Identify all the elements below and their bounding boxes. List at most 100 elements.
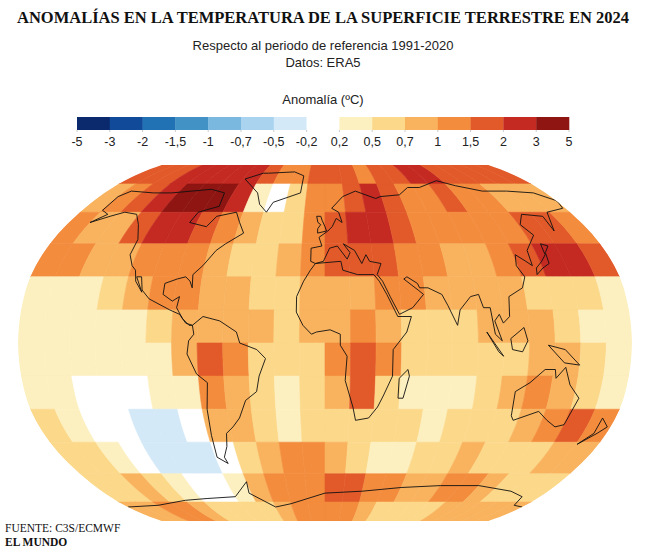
anomaly-cell [305, 474, 325, 502]
colorbar-tick [569, 130, 570, 132]
anomaly-cell [249, 277, 276, 310]
colorbar-bin [241, 117, 274, 130]
anomaly-cell [302, 212, 325, 244]
coastline [548, 345, 579, 365]
anomaly-cell [325, 277, 350, 310]
anomaly-cell [376, 310, 402, 343]
anomaly-cell [528, 310, 556, 343]
colorbar-tick-label: -2 [137, 135, 148, 149]
colorbar-tick [273, 130, 274, 132]
anomaly-cell [502, 310, 529, 343]
anomaly-cell [553, 310, 581, 343]
colorbar-tick-label: -3 [104, 135, 115, 149]
colorbar-bin [77, 117, 110, 130]
anomaly-cell [299, 343, 325, 376]
colorbar-tick-label: -1 [203, 135, 214, 149]
colorbar-tick [142, 130, 143, 132]
anomaly-cell [595, 376, 629, 409]
anomaly-cell [251, 244, 279, 277]
anomaly-cell [475, 502, 532, 521]
anomaly-cell [325, 310, 351, 343]
anomaly-cell [284, 474, 308, 502]
subtitle: Datos: ERA5 [285, 55, 360, 70]
anomaly-cell [198, 277, 226, 310]
coastline [128, 482, 522, 507]
publisher: EL MUNDO [5, 536, 67, 548]
colorbar-tick-label: 0,5 [364, 135, 381, 149]
colorbar-tick [405, 130, 406, 132]
coastline [311, 181, 563, 341]
coastline [398, 370, 409, 399]
colorbar-tick [109, 130, 110, 132]
anomaly-cell [198, 376, 226, 409]
anomaly-cell [502, 343, 529, 376]
title: ANOMALÍAS EN LA TEMPERATURA DE LA SUPERF… [17, 8, 629, 27]
colorbar-bin [143, 117, 176, 130]
anomaly-cell [577, 244, 620, 277]
anomaly-cell [18, 310, 46, 343]
colorbar-bin [372, 117, 405, 130]
anomaly-cell [514, 184, 570, 212]
coastlines [90, 172, 607, 507]
anomaly-cell [172, 310, 199, 343]
coastline [90, 189, 244, 325]
anomaly-cell [401, 310, 427, 343]
anomaly-cell [300, 244, 325, 277]
colorbar-tick-label: 1,5 [462, 135, 479, 149]
anomaly-cell [452, 310, 479, 343]
anomaly-cell [197, 343, 224, 376]
anomaly-cell [325, 212, 348, 244]
colorbar: -5-3-2-1,5-1-0,7-0,5-0,20,20,50,711,5235 [71, 117, 572, 149]
colorbar-bin [438, 117, 471, 130]
coastline [511, 367, 579, 427]
anomaly-cell [325, 442, 348, 474]
anomaly-cell [69, 343, 97, 376]
colorbar-bin [110, 117, 143, 130]
colorbar-bin [175, 117, 208, 130]
colorbar-tick [306, 130, 307, 132]
colorbar-tick-label: -1,5 [165, 135, 187, 149]
anomaly-cell [325, 376, 350, 409]
colorbar-tick-label: -0,5 [263, 135, 285, 149]
anomaly-cell [448, 376, 477, 409]
anomaly-cell [95, 310, 123, 343]
colorbar-tick-label: -0,7 [230, 135, 252, 149]
colorbar-bin [274, 117, 307, 130]
anomaly-cell [302, 442, 325, 474]
colorbar-bin [471, 117, 504, 130]
background [0, 0, 646, 553]
colorbar-tick [372, 130, 373, 132]
anomaly-cell [274, 343, 300, 376]
anomaly-cell [514, 474, 570, 502]
anomaly-cell [279, 442, 304, 474]
colorbar-label: Anomalía (ºC) [282, 92, 363, 107]
anomaly-cell [299, 310, 325, 343]
anomaly-cell [452, 343, 479, 376]
colorbar-tick [536, 130, 537, 132]
anomaly-cell [197, 310, 224, 343]
anomaly-cell [305, 184, 325, 212]
anomaly-cell [325, 244, 350, 277]
anomaly-cell [279, 212, 304, 244]
anomaly-cell [426, 310, 453, 343]
anomaly-cell [578, 343, 606, 376]
anomaly-field [18, 165, 632, 521]
coastline [296, 261, 411, 420]
colorbar-tick-label: -0,2 [296, 135, 318, 149]
anomaly-cell [374, 376, 401, 409]
anomaly-cell [251, 409, 279, 442]
anomaly-cell [120, 343, 147, 376]
anomaly-cell [148, 277, 178, 310]
anomaly-cell [308, 502, 325, 521]
colorbar-tick-label: 1 [434, 135, 441, 149]
anomaly-cell [120, 310, 147, 343]
colorbar-tick-label: 5 [566, 135, 573, 149]
colorbar-tick-label: 3 [533, 135, 540, 149]
colorbar-bin [307, 117, 340, 130]
anomaly-cell [284, 184, 308, 212]
colorbar-tick [339, 130, 340, 132]
anomaly-cell [172, 343, 199, 376]
anomaly-cell [348, 409, 374, 442]
anomaly-cell [401, 343, 427, 376]
anomaly-cell [224, 376, 252, 409]
